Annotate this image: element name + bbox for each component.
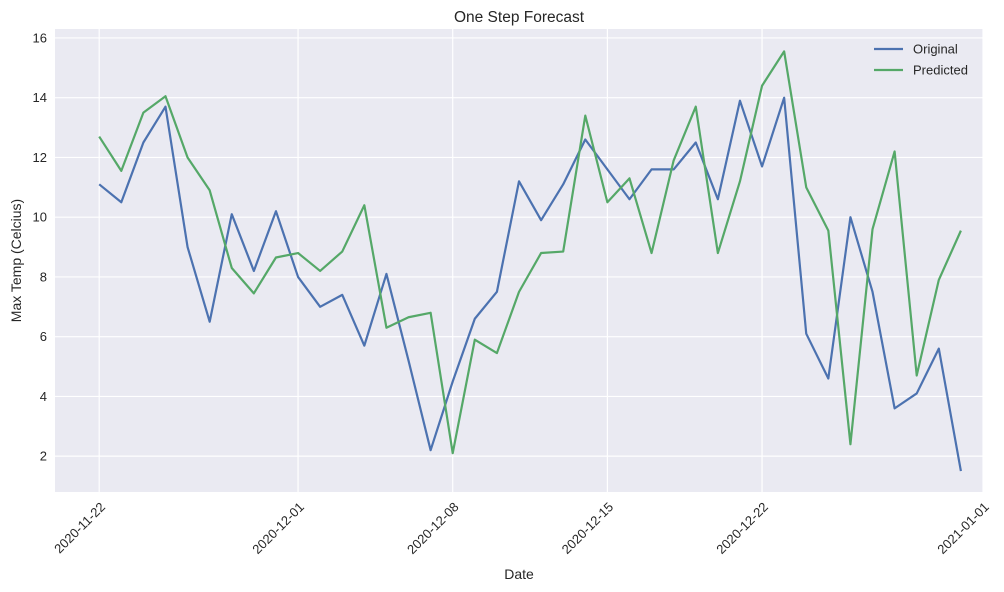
x-tick-label: 2021-01-01 (934, 499, 992, 557)
grid (55, 29, 984, 492)
y-tick-label: 14 (33, 90, 47, 105)
chart-title: One Step Forecast (454, 9, 585, 26)
y-tick-label: 10 (33, 210, 47, 225)
y-tick-labels: 2 4 6 8 10 12 14 16 (33, 30, 47, 463)
x-tick-label: 2020-11-22 (51, 499, 108, 556)
y-tick-label: 8 (40, 269, 47, 284)
series-line-predicted (98, 50, 962, 455)
legend-label-predicted: Predicted (913, 63, 968, 78)
y-tick-label: 6 (40, 329, 47, 344)
y-tick-label: 4 (40, 389, 47, 404)
x-tick-labels: 2020-11-22 2020-12-01 2020-12-08 2020-12-15… (51, 499, 992, 557)
x-tick-label: 2020-12-22 (713, 499, 771, 557)
series-lines (98, 50, 962, 472)
legend-label-original: Original (913, 42, 958, 57)
y-tick-label: 12 (33, 150, 47, 165)
y-tick-label: 2 (40, 449, 47, 464)
x-axis-label: Date (504, 566, 534, 582)
x-tick-label: 2020-12-08 (404, 499, 462, 557)
x-tick-label: 2020-12-01 (249, 499, 307, 557)
series-line-original (98, 96, 962, 472)
legend: Original Predicted (874, 42, 968, 78)
y-tick-label: 16 (33, 30, 47, 45)
y-axis-label: Max Temp (Celcius) (8, 199, 24, 322)
x-tick-label: 2020-12-15 (559, 499, 617, 557)
plot-area (55, 29, 983, 492)
